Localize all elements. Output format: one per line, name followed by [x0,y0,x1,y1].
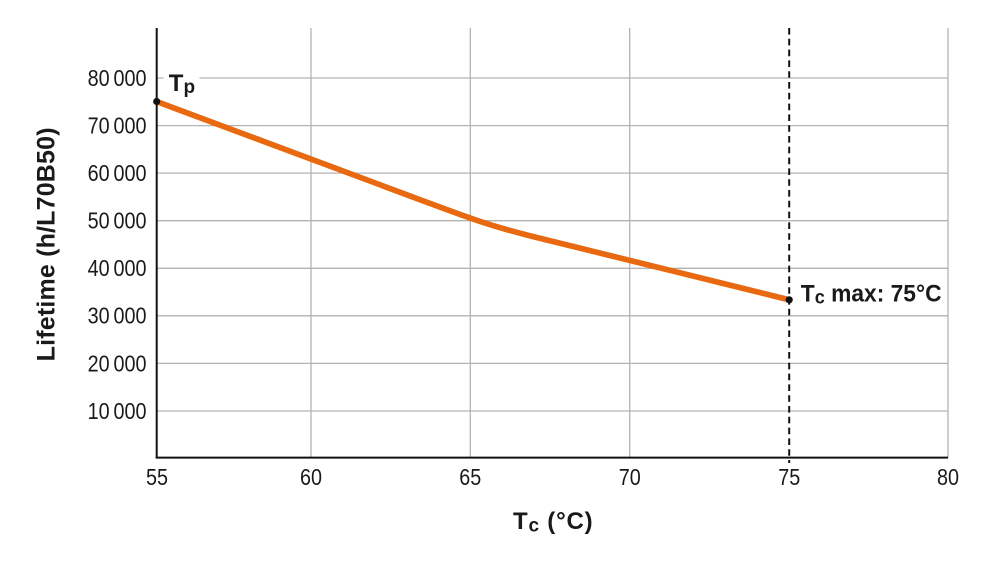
svg-text:60: 60 [300,465,322,491]
svg-text:65: 65 [459,465,481,491]
svg-text:10 000: 10 000 [88,399,147,425]
svg-text:55: 55 [146,465,168,491]
svg-text:20 000: 20 000 [88,351,147,377]
svg-text:Tc (°C): Tc (°C) [513,508,593,537]
svg-text:80 000: 80 000 [88,66,147,92]
svg-text:80: 80 [937,465,959,491]
svg-text:60 000: 60 000 [88,161,147,187]
svg-text:70: 70 [619,465,641,491]
svg-text:Tc max: 75°C: Tc max: 75°C [801,280,942,308]
svg-text:75: 75 [778,465,800,491]
svg-text:30 000: 30 000 [88,303,147,329]
svg-text:70 000: 70 000 [88,113,147,139]
svg-text:Lifetime (h/L70B50): Lifetime (h/L70B50) [32,127,60,361]
svg-text:50 000: 50 000 [88,208,147,234]
svg-text:40 000: 40 000 [88,256,147,282]
